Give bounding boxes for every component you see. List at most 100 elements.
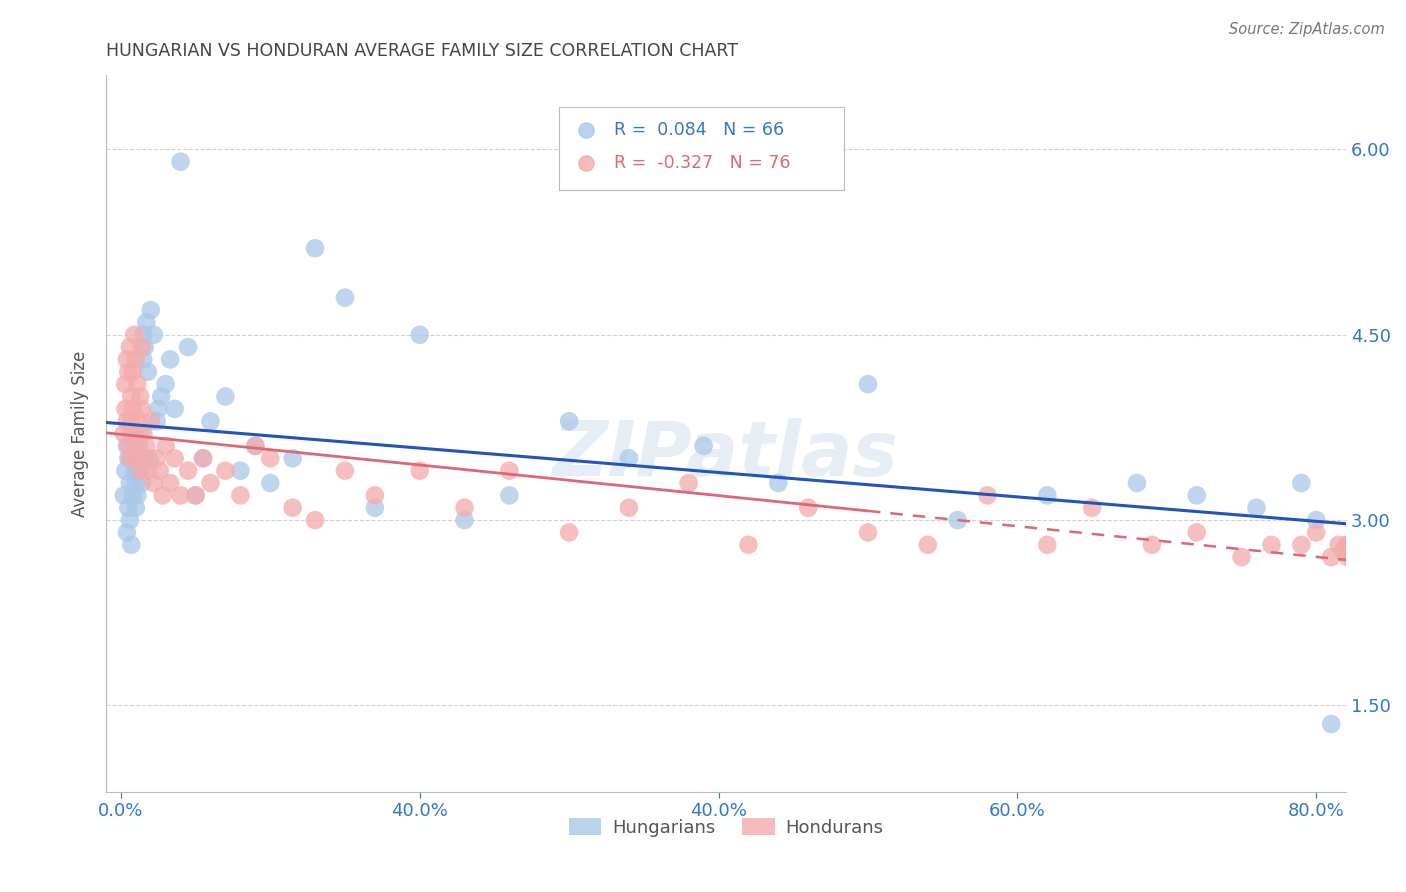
Point (124, 426, 146, 441)
Point (129, 426, 152, 441)
Point (453, 500, 475, 515)
Text: R =  -0.327   N = 76: R = -0.327 N = 76 (614, 154, 792, 172)
Point (917, 538, 939, 552)
Point (114, 401, 136, 416)
Text: R =  0.084   N = 66: R = 0.084 N = 66 (614, 121, 785, 139)
Point (120, 426, 142, 441)
Point (136, 464, 159, 478)
Point (1305, 513, 1327, 527)
Point (124, 327, 146, 342)
Point (145, 414, 167, 428)
Point (191, 451, 214, 466)
Point (139, 303, 162, 318)
Point (142, 475, 165, 490)
Y-axis label: Average Family Size: Average Family Size (72, 351, 89, 516)
Point (117, 439, 139, 453)
Point (245, 439, 267, 453)
Point (678, 475, 700, 490)
Point (245, 439, 267, 453)
Point (498, 464, 520, 478)
Point (127, 464, 149, 478)
Point (117, 500, 139, 515)
Point (259, 475, 281, 490)
Point (155, 439, 177, 453)
Point (115, 525, 138, 540)
Point (121, 365, 143, 379)
Point (115, 352, 138, 367)
Point (139, 414, 162, 428)
Point (138, 451, 160, 466)
Point (1341, 550, 1364, 565)
Point (129, 464, 152, 478)
Text: HUNGARIAN VS HONDURAN AVERAGE FAMILY SIZE CORRELATION CHART: HUNGARIAN VS HONDURAN AVERAGE FAMILY SIZ… (105, 42, 738, 60)
Point (333, 291, 356, 305)
Legend: Hungarians, Hondurans: Hungarians, Hondurans (561, 811, 891, 844)
Point (409, 464, 432, 478)
Point (117, 365, 139, 379)
Point (134, 451, 156, 466)
Text: Source: ZipAtlas.com: Source: ZipAtlas.com (1229, 22, 1385, 37)
Point (118, 513, 141, 527)
Point (1339, 538, 1361, 552)
Point (1331, 544, 1354, 558)
Point (692, 439, 714, 453)
Point (737, 538, 759, 552)
Point (131, 401, 153, 416)
Point (364, 488, 387, 502)
Point (1185, 525, 1208, 540)
Point (128, 451, 150, 466)
Point (364, 500, 387, 515)
Point (333, 464, 356, 478)
Point (1036, 488, 1059, 502)
Point (152, 488, 174, 502)
Point (159, 475, 181, 490)
Point (304, 241, 326, 255)
Point (132, 327, 155, 342)
Point (1334, 538, 1357, 552)
Point (856, 525, 879, 540)
Point (1246, 500, 1268, 515)
Point (134, 340, 156, 354)
Point (149, 464, 172, 478)
Point (124, 464, 146, 478)
Point (127, 451, 149, 466)
Point (1081, 500, 1104, 515)
Point (409, 327, 432, 342)
Point (1230, 550, 1253, 565)
Point (259, 451, 281, 466)
Point (1305, 525, 1327, 540)
Point (214, 464, 236, 478)
Point (115, 439, 138, 453)
Point (145, 451, 167, 466)
Point (229, 464, 252, 478)
Point (118, 340, 141, 354)
Point (177, 340, 200, 354)
Point (148, 401, 170, 416)
Point (184, 488, 207, 502)
Point (115, 414, 138, 428)
Point (125, 500, 148, 515)
Point (125, 475, 148, 490)
Point (159, 352, 181, 367)
Point (135, 439, 157, 453)
Point (135, 315, 157, 329)
Point (1320, 717, 1343, 731)
Point (453, 513, 475, 527)
Point (155, 377, 177, 392)
Point (498, 488, 520, 502)
Point (127, 377, 149, 392)
Point (150, 390, 173, 404)
Point (1036, 538, 1059, 552)
Point (163, 401, 186, 416)
Point (120, 538, 142, 552)
Point (163, 451, 186, 466)
Point (1327, 538, 1350, 552)
Point (114, 377, 136, 392)
Point (125, 352, 148, 367)
Point (121, 488, 143, 502)
Point (127, 488, 149, 502)
Point (1126, 475, 1149, 490)
Point (200, 475, 222, 490)
Point (142, 327, 165, 342)
Point (117, 451, 139, 466)
